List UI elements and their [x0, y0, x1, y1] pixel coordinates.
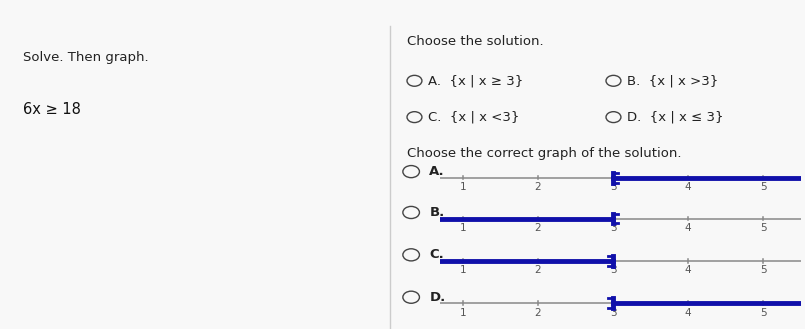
Text: Solve. Then graph.: Solve. Then graph.: [23, 51, 149, 63]
Text: 3: 3: [609, 182, 617, 192]
Text: 3: 3: [609, 266, 617, 275]
Text: 1: 1: [460, 266, 466, 275]
Text: D.: D.: [429, 291, 446, 304]
Text: Choose the solution.: Choose the solution.: [407, 36, 543, 48]
Text: 5: 5: [760, 308, 766, 318]
Text: 2: 2: [535, 266, 541, 275]
Text: 5: 5: [760, 182, 766, 192]
Text: 3: 3: [609, 308, 617, 318]
Text: 1: 1: [460, 182, 466, 192]
Text: 4: 4: [685, 223, 691, 233]
Text: 5: 5: [760, 223, 766, 233]
Text: B.  {x | x >3}: B. {x | x >3}: [627, 74, 718, 87]
Text: 4: 4: [685, 182, 691, 192]
Text: A.: A.: [429, 165, 445, 178]
Text: 2: 2: [535, 182, 541, 192]
Text: 5: 5: [760, 266, 766, 275]
Text: 3: 3: [609, 223, 617, 233]
Text: B.: B.: [429, 206, 444, 219]
Text: 2: 2: [535, 308, 541, 318]
Text: 4: 4: [685, 308, 691, 318]
Text: Choose the correct graph of the solution.: Choose the correct graph of the solution…: [407, 147, 682, 161]
Text: 4: 4: [685, 266, 691, 275]
Text: 6x ≥ 18: 6x ≥ 18: [23, 102, 81, 117]
Text: 1: 1: [460, 308, 466, 318]
Text: C.  {x | x <3}: C. {x | x <3}: [428, 111, 519, 124]
Text: 2: 2: [535, 223, 541, 233]
Text: D.  {x | x ≤ 3}: D. {x | x ≤ 3}: [627, 111, 724, 124]
Text: C.: C.: [429, 248, 444, 261]
Text: A.  {x | x ≥ 3}: A. {x | x ≥ 3}: [428, 74, 523, 87]
Text: 1: 1: [460, 223, 466, 233]
